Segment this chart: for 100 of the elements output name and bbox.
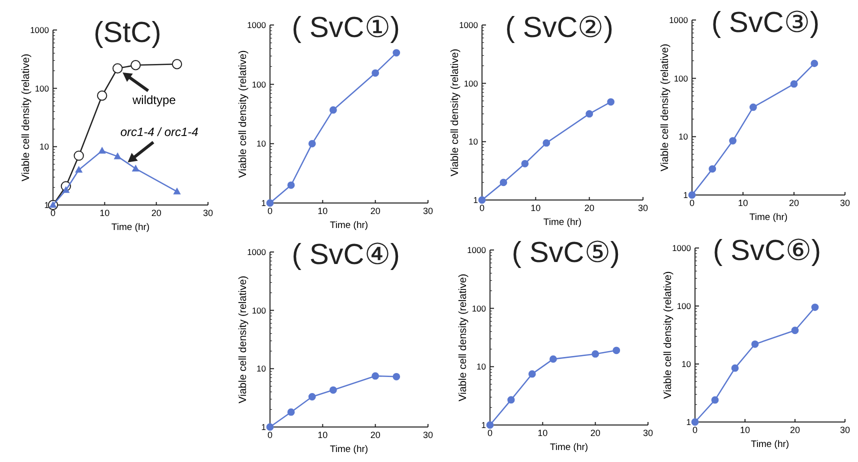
- chart-title: ( SvC④): [292, 239, 400, 271]
- point: [62, 186, 70, 193]
- x-tick-label: 20: [790, 425, 800, 435]
- x-axis-title: Time (hr): [749, 212, 788, 223]
- y-tick-label: 100: [464, 78, 478, 88]
- x-tick-label: 10: [100, 208, 110, 218]
- x-tick-label: 10: [318, 206, 328, 216]
- point: [308, 393, 316, 400]
- x-tick-label: 10: [738, 198, 748, 208]
- y-tick-label: 100: [674, 73, 688, 84]
- y-tick-label: 100: [252, 305, 266, 316]
- y-tick-label: 1: [261, 198, 266, 208]
- x-axis-title: Time (hr): [543, 217, 582, 228]
- x-tick-label: 0: [689, 198, 695, 208]
- point: [731, 364, 739, 372]
- y-axis-title: Viable cell density (relative): [662, 271, 674, 399]
- x-tick-label: 20: [370, 430, 380, 440]
- point: [330, 386, 337, 394]
- point: [132, 164, 140, 172]
- x-tick-label: 20: [151, 208, 162, 218]
- x-tick-label: 30: [638, 203, 648, 213]
- annotation: wildtype: [131, 92, 176, 107]
- y-tick-label: 10: [678, 132, 688, 142]
- point: [173, 188, 181, 194]
- y-tick-label: 1: [473, 195, 478, 205]
- point: [811, 304, 819, 311]
- y-tick-label: 1000: [669, 15, 688, 25]
- x-tick-label: 30: [840, 425, 850, 435]
- point: [486, 421, 494, 429]
- x-tick-label: 10: [740, 425, 750, 435]
- point: [507, 396, 515, 404]
- y-tick-label: 1000: [467, 245, 486, 255]
- point: [372, 69, 380, 77]
- x-tick-label: 0: [50, 208, 56, 218]
- y-tick-label: 1000: [247, 20, 266, 30]
- point: [612, 346, 620, 354]
- point: [586, 110, 594, 118]
- x-tick-label: 0: [487, 428, 493, 438]
- point: [607, 98, 614, 106]
- point: [810, 60, 818, 68]
- x-axis-title: Time (hr): [330, 444, 368, 455]
- x-tick-label: 20: [788, 198, 800, 208]
- point: [790, 80, 798, 88]
- y-tick-label: 10: [682, 359, 692, 369]
- point: [592, 350, 600, 358]
- point: [266, 423, 274, 431]
- y-tick-label: 1: [261, 422, 266, 432]
- y-axis-title: Viable cell density (relative): [457, 274, 469, 402]
- x-tick-label: 20: [590, 428, 600, 438]
- x-tick-label: 10: [530, 203, 541, 213]
- point: [114, 152, 122, 160]
- point: [542, 139, 550, 147]
- x-tick-label: 0: [267, 206, 273, 216]
- x-tick-label: 20: [584, 203, 594, 213]
- point: [372, 372, 380, 380]
- x-tick-label: 10: [538, 428, 548, 438]
- y-tick-label: 100: [472, 303, 486, 314]
- point: [528, 370, 536, 378]
- x-axis-title: Time (hr): [750, 439, 790, 450]
- y-axis-title: Viable cell density (relative): [237, 276, 249, 404]
- x-tick-label: 0: [267, 430, 273, 440]
- x-tick-label: 0: [692, 425, 698, 435]
- y-tick-label: 1: [481, 420, 486, 430]
- x-tick-label: 20: [370, 206, 380, 216]
- chart-title: ( SvC①): [292, 12, 400, 44]
- x-tick-label: 30: [422, 206, 434, 216]
- y-tick-label: 1: [686, 417, 692, 427]
- y-tick-label: 10: [256, 364, 266, 374]
- y-axis-title: Viable cell density (relative): [237, 50, 249, 178]
- point: [308, 140, 316, 148]
- x-tick-label: 30: [422, 430, 434, 440]
- point: [711, 396, 719, 404]
- point: [287, 408, 295, 416]
- y-tick-label: 100: [252, 79, 266, 90]
- y-tick-label: 1: [44, 200, 50, 210]
- x-axis-title: Time (hr): [111, 222, 150, 233]
- x-axis-title: Time (hr): [330, 220, 368, 231]
- point: [751, 340, 759, 348]
- y-tick-label: 10: [40, 142, 50, 152]
- y-tick-label: 1: [683, 190, 688, 200]
- point: [708, 165, 716, 173]
- point: [729, 137, 736, 144]
- x-tick-label: 30: [202, 208, 214, 218]
- point: [74, 150, 84, 161]
- x-tick-label: 0: [479, 203, 485, 213]
- x-axis-title: Time (hr): [550, 442, 588, 453]
- x-tick-label: 30: [840, 198, 850, 208]
- point: [75, 166, 83, 173]
- annotation: orc1-4 / orc1-4: [120, 125, 199, 140]
- point: [478, 196, 486, 204]
- x-tick-label: 30: [642, 428, 654, 438]
- point: [688, 191, 696, 199]
- point: [750, 104, 757, 111]
- x-tick-label: 10: [318, 430, 328, 440]
- y-tick-label: 100: [676, 301, 692, 311]
- point: [791, 326, 799, 334]
- point: [172, 59, 182, 70]
- y-tick-label: 10: [468, 136, 478, 147]
- point: [330, 106, 337, 114]
- point: [691, 418, 699, 426]
